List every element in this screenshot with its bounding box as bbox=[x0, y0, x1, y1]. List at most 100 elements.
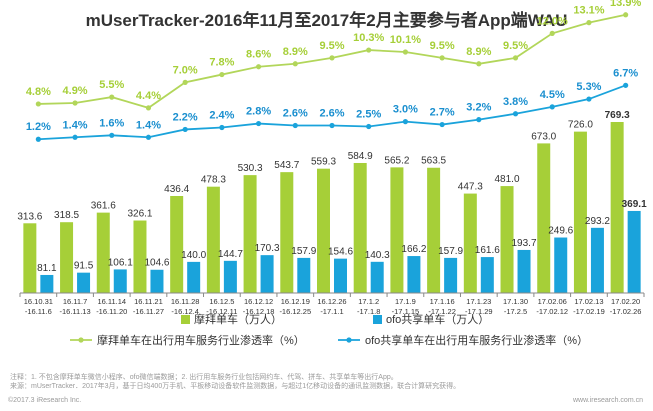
ofo-rate-label: 1.4% bbox=[63, 119, 88, 131]
ofo-rate-point bbox=[402, 119, 409, 125]
mobike-rate-point bbox=[72, 100, 78, 106]
mobike-bar bbox=[500, 186, 514, 293]
copyright: ©2017.3 iResearch Inc. bbox=[8, 397, 82, 404]
ofo-bar bbox=[150, 269, 164, 293]
ofo-bar-label: 161.6 bbox=[475, 245, 500, 256]
ofo-bar bbox=[517, 249, 531, 293]
mobike-bar bbox=[280, 172, 294, 293]
ofo-bar-label: 91.5 bbox=[74, 261, 94, 272]
mobike-bar bbox=[206, 186, 220, 293]
mobike-bar bbox=[573, 131, 587, 293]
ofo-bar-label: 293.2 bbox=[585, 216, 610, 227]
ofo-bar-label: 104.6 bbox=[144, 258, 169, 269]
ofo-bar-label: 157.9 bbox=[291, 246, 316, 257]
wau-chart: 4.8% 4.9% 5.5% 4.4% 7.0% 7.8% 8.6% 8.9% 9.5% 10.3… bbox=[17, 0, 647, 347]
mobike-bar-label: 481.0 bbox=[495, 174, 520, 185]
ofo-bar bbox=[260, 255, 274, 293]
mobike-rate-point bbox=[182, 79, 188, 85]
mobike-bar bbox=[537, 143, 551, 293]
x-tick-label: 17.02.20 -17.02.26 bbox=[610, 297, 642, 316]
mobike-bar-label: 673.0 bbox=[531, 131, 556, 142]
mobike-bar-label: 313.6 bbox=[17, 211, 42, 222]
ofo-bar bbox=[554, 237, 568, 293]
x-tick-label: 17.02.13 -17.02.19 bbox=[573, 297, 605, 316]
ofo-bar bbox=[480, 257, 494, 293]
ofo-bar bbox=[77, 272, 91, 293]
ofo-rate-point bbox=[72, 134, 78, 140]
mobike-rate-point bbox=[329, 55, 335, 61]
x-tick-label: 16.12.26 -17.1.1 bbox=[317, 297, 346, 316]
ofo-rate-label: 6.7% bbox=[613, 67, 638, 79]
x-tick-label: 16.10.31 -16.11.6 bbox=[24, 297, 53, 316]
mobike-rate-label: 7.8% bbox=[209, 57, 234, 69]
ofo-rate-label: 2.4% bbox=[209, 109, 234, 121]
legend-ofo-line-marker bbox=[346, 337, 352, 343]
ofo-rate-point bbox=[145, 134, 152, 140]
ofo-bar-label: 166.2 bbox=[401, 244, 426, 255]
ofo-rate-label: 1.6% bbox=[99, 117, 124, 129]
ofo-bar-label: 157.9 bbox=[438, 246, 463, 257]
ofo-rate-label: 2.7% bbox=[430, 107, 455, 119]
x-tick-label: 17.1.9 -17.1.15 bbox=[392, 297, 420, 316]
mobike-rate-point bbox=[109, 94, 115, 100]
ofo-rate-label: 1.2% bbox=[26, 121, 51, 133]
axis-layer: 16.10.31 -16.11.6 16.11.7 -16.11.13 16.11.14… bbox=[19, 292, 645, 316]
ofo-rate-label: 3.8% bbox=[503, 96, 528, 108]
ofo-rate-point bbox=[292, 122, 298, 129]
mobike-bar bbox=[96, 212, 110, 293]
mobike-rate-point bbox=[439, 55, 445, 61]
x-tick-label: 17.1.16 -17.1.22 bbox=[428, 297, 456, 316]
mobike-rate-label: 10.1% bbox=[390, 34, 421, 46]
x-tick-label: 16.12.19 -16.12.25 bbox=[279, 297, 311, 316]
mobike-rate-point bbox=[402, 49, 409, 55]
ofo-rate-label: 5.3% bbox=[576, 81, 601, 93]
ofo-rate-label: 2.5% bbox=[356, 109, 381, 121]
mobike-bar bbox=[353, 162, 367, 293]
mobike-bar bbox=[60, 222, 74, 293]
ofo-rate-point bbox=[255, 120, 262, 127]
x-tick-label: 16.11.21 -16.11.27 bbox=[133, 297, 164, 316]
ofo-rate-point bbox=[35, 136, 41, 142]
ofo-rate-label: 2.6% bbox=[283, 108, 308, 120]
ofo-bar-label: 154.6 bbox=[328, 247, 353, 258]
mobike-rate-label: 4.8% bbox=[26, 86, 51, 98]
legend-mobike-bar: 摩拜单车（万人） bbox=[181, 312, 282, 326]
x-tick-label: 16.12.5 -16.12.11 bbox=[206, 297, 237, 316]
footnote-note: 注释：1. 不包含摩拜单车微信小程序、ofo微信端数据；2. 出行用车服务行业包… bbox=[10, 374, 398, 381]
mobike-bar-label: 565.2 bbox=[384, 155, 409, 166]
legend-mobike-line-marker bbox=[78, 337, 84, 343]
ofo-rate-label: 2.2% bbox=[173, 111, 198, 123]
mobike-rate-point bbox=[292, 61, 298, 67]
ofo-bar-label: 140.0 bbox=[181, 250, 206, 261]
mobike-bar-label: 563.5 bbox=[421, 156, 446, 167]
legend-ofo-line: ofo共享单车在出行用车服务行业渗透率（%） bbox=[338, 333, 588, 347]
legend-ofo-line-text: ofo共享单车在出行用车服务行业渗透率（%） bbox=[365, 333, 588, 347]
mobike-rate-point bbox=[366, 47, 372, 53]
mobike-rate-point bbox=[549, 30, 555, 36]
ofo-rate-point bbox=[439, 121, 445, 128]
ofo-rate-label: 2.6% bbox=[319, 108, 344, 120]
ofo-bar bbox=[223, 260, 237, 293]
x-tick-label: 17.1.2 -17.1.8 bbox=[357, 297, 380, 316]
chart-title: mUserTracker-2016年11月至2017年2月主要参与者App端WA… bbox=[85, 11, 568, 30]
mobike-bar-label: 318.5 bbox=[54, 210, 79, 221]
ofo-bar bbox=[627, 210, 641, 293]
mobike-bar bbox=[317, 168, 330, 293]
ofo-bar-label: 193.7 bbox=[512, 238, 537, 249]
legend-mobike-line: 摩拜单车在出行用车服务行业渗透率（%） bbox=[70, 333, 305, 347]
ofo-bar-label: 140.3 bbox=[365, 250, 390, 261]
ofo-bar-label: 81.1 bbox=[37, 263, 57, 274]
ofo-bar bbox=[40, 274, 54, 293]
mobike-rate-label: 13.9% bbox=[610, 0, 641, 9]
ofo-bar bbox=[297, 257, 311, 293]
footnotes: 注释：1. 不包含摩拜单车微信小程序、ofo微信端数据；2. 出行用车服务行业包… bbox=[10, 373, 646, 391]
legend-mobike-line-text: 摩拜单车在出行用车服务行业渗透率（%） bbox=[97, 333, 305, 347]
mobike-bar-label: 769.3 bbox=[605, 110, 630, 121]
mobike-bar bbox=[243, 175, 257, 293]
mobike-rate-label: 4.4% bbox=[136, 90, 161, 102]
mobike-rate-label: 8.9% bbox=[466, 46, 491, 58]
mobike-rate-label: 8.6% bbox=[246, 49, 271, 61]
ofo-rate-point bbox=[329, 122, 335, 129]
ofo-rate-point bbox=[109, 132, 115, 138]
mobike-rate-point bbox=[623, 12, 629, 18]
